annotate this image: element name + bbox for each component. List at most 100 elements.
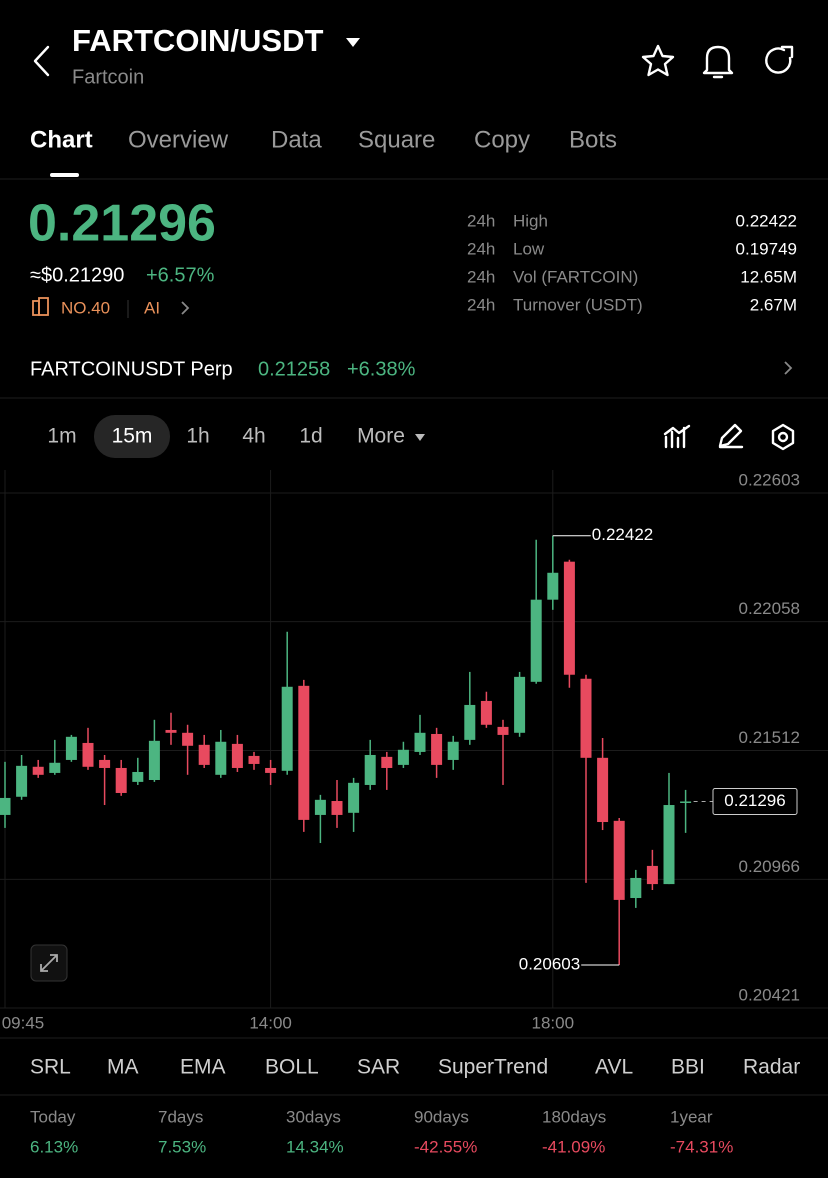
- usd-price: ≈$0.21290: [30, 264, 124, 286]
- expand-button[interactable]: [30, 944, 68, 982]
- low-label: 0.20603: [519, 955, 580, 974]
- tab[interactable]: Chart: [30, 126, 93, 153]
- y-tick-label: 0.22058: [739, 599, 800, 618]
- draw-button[interactable]: [718, 423, 744, 449]
- candle-body: [215, 741, 227, 775]
- interval[interactable]: 1h: [186, 425, 209, 448]
- indicator[interactable]: AVL: [595, 1056, 633, 1079]
- perp-row[interactable]: FARTCOINUSDT Perp 0.21258 +6.38%: [30, 358, 793, 380]
- candle-body: [148, 740, 160, 781]
- high-label: 0.22422: [592, 525, 653, 544]
- candle-body: [497, 726, 509, 735]
- stat-period: 24h: [467, 295, 495, 314]
- tab[interactable]: Square: [358, 126, 435, 153]
- indicator-button[interactable]: [663, 424, 691, 449]
- tab[interactable]: Data: [271, 126, 322, 153]
- candle-body: [663, 805, 675, 885]
- pair-title[interactable]: FARTCOIN/USDT: [72, 23, 324, 58]
- candle-body: [231, 743, 243, 768]
- more-dropdown[interactable]: [415, 434, 425, 441]
- alert-button[interactable]: [702, 45, 734, 79]
- candle-body: [248, 755, 260, 764]
- chevron: [181, 301, 190, 315]
- pair-dropdown[interactable]: [346, 38, 360, 47]
- candle-body: [281, 686, 293, 771]
- perf-value: 6.13%: [30, 1137, 78, 1156]
- perf-period: 90days: [414, 1107, 469, 1126]
- candle-body: [480, 700, 492, 725]
- stat-label: Turnover (USDT): [513, 295, 643, 314]
- y-tick-label: 0.20966: [739, 857, 800, 876]
- candle-body: [464, 704, 476, 740]
- candle-body: [314, 799, 326, 815]
- indicator[interactable]: SuperTrend: [438, 1056, 548, 1079]
- active-tab-indicator: [50, 173, 79, 177]
- candle-body: [265, 767, 277, 773]
- candle-body: [613, 820, 625, 900]
- candle-body: [580, 678, 592, 758]
- candle-body: [447, 741, 459, 760]
- candle-body: [298, 685, 310, 820]
- candle-body: [32, 766, 44, 775]
- perp-name: FARTCOINUSDT Perp: [30, 358, 233, 380]
- back-button[interactable]: [33, 45, 50, 77]
- settings-button[interactable]: [771, 423, 795, 451]
- tab[interactable]: Bots: [569, 126, 617, 153]
- candle-body: [397, 749, 409, 765]
- stat-period: 24h: [467, 211, 495, 230]
- performance: Today 6.13% 7days 7.53% 30days 14.34% 90days -4…: [30, 1107, 733, 1156]
- stats: 24h High 0.22422 24h Low 0.19749 24h Vol (FARTC…: [467, 211, 797, 314]
- plot: [0, 535, 692, 966]
- candle-body: [198, 744, 210, 765]
- perf-value: 14.34%: [286, 1137, 344, 1156]
- candlestick-chart[interactable]: 0.20421 0.20966 0.21512 0.22058 0.22603 09:45…: [0, 470, 828, 1032]
- stat-label: High: [513, 211, 548, 230]
- interval[interactable]: 1d: [299, 425, 322, 448]
- indicator[interactable]: MA: [107, 1056, 139, 1079]
- indicator[interactable]: BBI: [671, 1056, 705, 1079]
- candle-body: [49, 762, 61, 773]
- candle-body: [165, 729, 177, 733]
- price-change: +6.57%: [146, 264, 215, 286]
- x-tick-label: 14:00: [249, 1013, 292, 1032]
- interval[interactable]: 1m: [47, 425, 76, 448]
- ai-button[interactable]: AI: [144, 298, 160, 317]
- perf-value: -42.55%: [414, 1137, 477, 1156]
- refresh-button[interactable]: [765, 45, 794, 74]
- x-tick-label: 18:00: [532, 1013, 575, 1032]
- stat-period: 24h: [467, 267, 495, 286]
- candle-body: [364, 754, 376, 785]
- candle-body: [597, 757, 609, 823]
- y-tick-label: 0.21512: [739, 728, 800, 747]
- candle-body: [348, 782, 360, 813]
- interval[interactable]: 15m: [112, 425, 153, 448]
- pair-subtitle: Fartcoin: [72, 66, 144, 88]
- indicator[interactable]: Radar: [743, 1056, 800, 1079]
- interval[interactable]: 4h: [242, 425, 265, 448]
- perf-period: 7days: [158, 1107, 203, 1126]
- indicator[interactable]: EMA: [180, 1056, 226, 1079]
- interval-bar: 1m 15m 1h 4h 1d More: [47, 425, 405, 448]
- candle-body: [514, 676, 526, 733]
- perp-price: 0.21258: [258, 358, 330, 380]
- tab[interactable]: Copy: [474, 126, 530, 153]
- candle-body: [132, 771, 144, 782]
- rank[interactable]: NO.40: [61, 298, 110, 317]
- tab[interactable]: Overview: [128, 126, 229, 153]
- indicator[interactable]: SRL: [30, 1056, 71, 1079]
- favorite-button[interactable]: [641, 44, 675, 77]
- perf-period: 180days: [542, 1107, 606, 1126]
- candle-body: [99, 759, 111, 768]
- interval[interactable]: More: [357, 425, 405, 448]
- candle-body: [431, 733, 443, 765]
- active-interval-pill: [94, 415, 170, 458]
- indicator[interactable]: BOLL: [265, 1056, 319, 1079]
- stat-label: Vol (FARTCOIN): [513, 267, 638, 286]
- candle-body: [381, 756, 393, 768]
- candle-body: [530, 599, 542, 682]
- candle-body: [82, 742, 94, 767]
- indicator[interactable]: SAR: [357, 1056, 400, 1079]
